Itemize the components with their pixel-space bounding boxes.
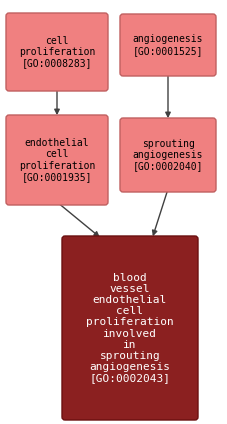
Text: endothelial
cell
proliferation
[GO:0001935]: endothelial cell proliferation [GO:00019…: [19, 138, 95, 182]
Text: cell
proliferation
[GO:0008283]: cell proliferation [GO:0008283]: [19, 36, 95, 68]
FancyBboxPatch shape: [6, 115, 108, 205]
FancyBboxPatch shape: [119, 118, 215, 192]
Text: blood
vessel
endothelial
cell
proliferation
involved
in
sprouting
angiogenesis
[: blood vessel endothelial cell proliferat…: [86, 273, 173, 383]
FancyBboxPatch shape: [119, 14, 215, 76]
FancyBboxPatch shape: [6, 13, 108, 91]
Text: angiogenesis
[GO:0001525]: angiogenesis [GO:0001525]: [132, 34, 202, 56]
FancyBboxPatch shape: [62, 236, 197, 420]
Text: sprouting
angiogenesis
[GO:0002040]: sprouting angiogenesis [GO:0002040]: [132, 139, 202, 171]
